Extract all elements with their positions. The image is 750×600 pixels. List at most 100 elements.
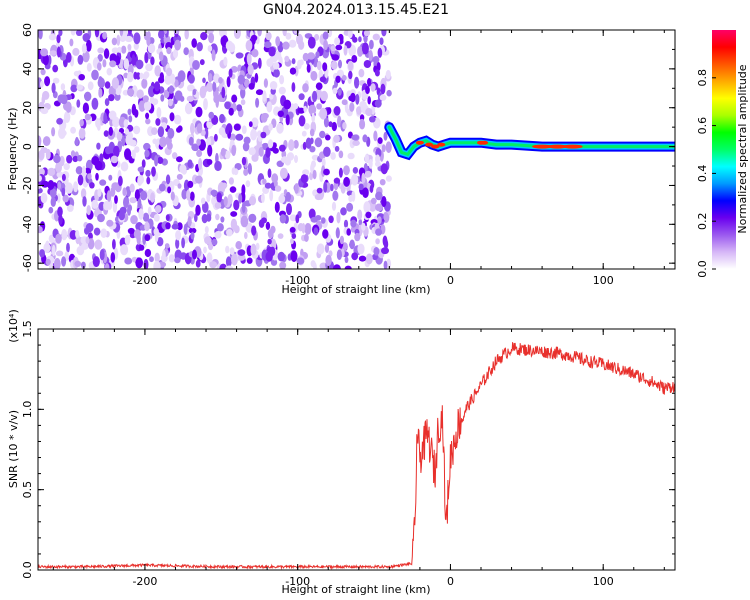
noise-blob <box>174 257 181 264</box>
noise-blob <box>147 206 152 215</box>
noise-blob <box>267 238 272 245</box>
noise-blob <box>149 256 154 263</box>
noise-blob <box>190 231 195 240</box>
noise-blob <box>354 76 360 89</box>
noise-blob <box>313 262 317 269</box>
noise-blob <box>302 141 307 150</box>
noise-blob <box>117 46 122 53</box>
spectrogram-y-tick-label: 20 <box>21 101 34 115</box>
noise-blob <box>47 180 55 190</box>
noise-blob <box>100 228 108 238</box>
noise-blob <box>82 196 87 207</box>
noise-blob <box>297 107 306 114</box>
noise-blob <box>365 211 372 219</box>
noise-blob <box>319 107 328 120</box>
noise-blob <box>176 173 183 180</box>
noise-blob <box>97 77 106 88</box>
noise-blob <box>72 47 80 56</box>
noise-blob <box>323 168 330 176</box>
snr-y-ticks: 0.0 0.5 1.0 1.5 <box>21 320 675 579</box>
signal-peak <box>547 144 568 149</box>
snr-y-multiplier: (x10⁴) <box>7 309 20 343</box>
noise-blob <box>184 102 193 115</box>
noise-blob <box>241 184 246 196</box>
spectrogram-y-tick-label: -20 <box>21 176 34 194</box>
noise-blob <box>241 201 246 214</box>
noise-blob <box>293 139 299 149</box>
noise-blob <box>208 32 215 44</box>
noise-blob <box>200 197 206 205</box>
noise-blob <box>314 137 323 148</box>
noise-blob <box>124 128 129 135</box>
noise-blob <box>158 30 165 39</box>
colorbar: 0.0 0.2 0.4 0.6 0.8 Normalized spectral ampl… <box>696 30 749 278</box>
spectrogram-x-axis-label: Height of straight line (km) <box>281 283 430 296</box>
noise-blob <box>315 215 322 221</box>
noise-blob <box>264 182 272 189</box>
noise-blob <box>120 161 129 172</box>
noise-blob <box>82 33 91 42</box>
noise-blob <box>321 157 326 167</box>
noise-blob <box>99 249 105 261</box>
noise-blob <box>231 94 238 103</box>
noise-blob <box>248 121 253 128</box>
noise-blob <box>206 121 213 130</box>
noise-blob <box>344 265 352 269</box>
noise-blob <box>38 168 45 176</box>
noise-blob <box>269 81 278 90</box>
noise-blob <box>250 34 258 42</box>
noise-blob <box>226 76 231 88</box>
noise-blob <box>285 191 291 202</box>
noise-blob <box>195 204 201 216</box>
noise-blob <box>302 169 310 176</box>
signal-peak <box>480 140 489 145</box>
noise-blob <box>156 107 162 119</box>
noise-blob <box>211 49 216 62</box>
noise-blob <box>167 142 173 150</box>
noise-blob <box>130 215 138 225</box>
noise-blob <box>206 136 212 148</box>
noise-blob <box>201 213 208 224</box>
noise-blob <box>103 200 111 211</box>
noise-blob <box>348 70 353 80</box>
noise-blob <box>72 155 79 163</box>
noise-blob <box>116 34 121 46</box>
noise-blob <box>339 235 344 245</box>
noise-blob <box>365 253 373 265</box>
snr-x-tick-label: 100 <box>593 575 614 588</box>
noise-blob <box>328 215 334 224</box>
noise-blob <box>319 130 326 139</box>
snr-x-axis-label: Height of straight line (km) <box>281 583 430 596</box>
noise-blob <box>147 43 156 54</box>
noise-blob <box>187 159 193 168</box>
noise-blob <box>295 214 300 224</box>
noise-blob <box>348 194 353 203</box>
snr-y-tick-label: 0.5 <box>21 481 34 499</box>
noise-blob <box>214 133 218 142</box>
spectrogram-y-axis-label: Frequency (Hz) <box>6 108 19 191</box>
noise-blob <box>291 58 296 65</box>
noise-blob <box>261 217 267 224</box>
noise-blob <box>275 36 281 47</box>
noise-blob <box>139 72 144 80</box>
noise-blob <box>45 148 51 160</box>
noise-blob <box>172 49 179 59</box>
noise-blob <box>124 35 133 43</box>
noise-blob <box>298 115 306 127</box>
noise-blob <box>58 127 66 139</box>
noise-blob <box>286 152 295 161</box>
noise-blob <box>61 256 67 267</box>
noise-blob <box>266 101 273 113</box>
signal-peak <box>562 144 583 149</box>
noise-blob <box>38 30 43 40</box>
noise-blob <box>354 232 361 242</box>
noise-blob <box>112 201 118 213</box>
noise-blob <box>76 245 85 256</box>
noise-blob <box>99 179 107 186</box>
noise-blob <box>124 234 131 246</box>
noise-blob <box>203 98 208 111</box>
noise-blob <box>309 172 314 181</box>
noise-blob <box>58 30 63 37</box>
colorbar-tick-label: 0.0 <box>696 260 709 278</box>
noise-blob <box>277 233 284 239</box>
